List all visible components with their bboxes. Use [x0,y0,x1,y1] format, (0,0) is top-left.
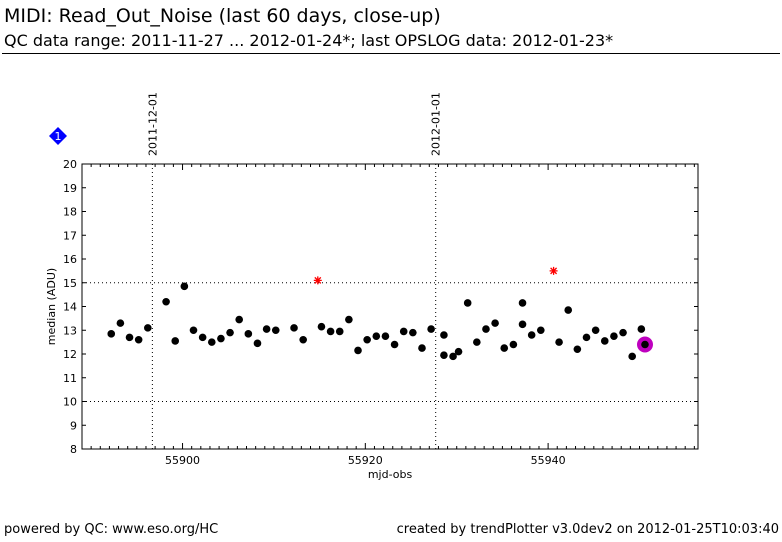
data-point [390,340,399,349]
data-point [619,328,627,337]
data-point [564,306,573,314]
y-tick-label: 16 [63,253,77,266]
y-tick-label: 12 [63,348,77,361]
y-tick-label: 9 [70,419,77,432]
badge-diamond [49,127,67,145]
data-point [409,328,417,337]
data-point [262,325,271,333]
data-point [198,333,207,342]
data-point [107,330,116,338]
data-point [582,333,591,342]
y-axis-label: median (ADU) [45,268,58,345]
data-point [171,337,180,345]
data-point [573,345,582,354]
y-tick-label: 14 [63,301,77,314]
data-point [527,331,536,339]
data-point [162,297,170,306]
page-subtitle: QC data range: 2011-11-27 ... 2012-01-24… [4,31,614,50]
data-point [518,320,527,329]
data-point [440,331,448,339]
data-point [509,340,518,349]
date-marker-label: 2012-01-01 [430,92,443,156]
data-point [491,319,499,327]
outlier-point [549,266,558,275]
data-point [363,335,371,344]
header-divider [2,53,780,54]
data-point [449,352,457,361]
y-tick-label: 11 [63,372,77,385]
outlier-point [313,276,322,285]
data-point [418,344,426,352]
data-point [116,319,125,327]
footer-generator: created by trendPlotter v3.0dev2 on 2012… [396,522,779,537]
data-point [217,334,225,343]
date-marker-label: 2011-12-01 [146,92,159,156]
data-point [317,322,326,331]
badge-icon[interactable]: 1 [49,127,67,145]
data-point [473,338,481,346]
x-tick-label: 55920 [348,454,383,467]
data-point [610,332,618,340]
plot-area: 2011-12-01 2012-01-01 8 9 10 11 12 13 14 15 16 17 18… [45,92,699,481]
data-point [290,324,298,332]
data-point [537,326,545,335]
x-axis-label: mjd-obs [368,468,413,481]
y-tick-label: 18 [63,206,77,219]
data-point [335,327,344,336]
data-point [518,299,527,307]
data-point [244,330,253,338]
x-tick-label: 55900 [165,454,200,467]
data-point [440,351,448,359]
data-point [454,347,463,356]
y-tick-label: 10 [63,396,77,409]
data-point [134,335,143,344]
x-tick-label: 55940 [531,454,566,467]
data-point [381,332,390,340]
y-tick-label: 13 [63,324,77,337]
data-point [345,315,353,324]
data-point [226,328,234,337]
data-point [235,315,243,324]
data-point [600,337,609,345]
y-tick-label: 17 [63,229,77,242]
plot-frame [81,163,699,450]
data-point [125,333,134,342]
data-point [482,325,490,333]
page-title: MIDI: Read_Out_Noise (last 60 days, clos… [4,5,441,27]
data-point [144,324,152,332]
data-point [637,325,646,333]
data-point [591,326,600,335]
data-point [299,335,307,344]
data-point [180,282,189,291]
y-tick-label: 8 [70,443,77,456]
y-tick-label: 19 [63,182,77,195]
data-point [326,327,335,336]
data-point [555,338,563,346]
data-point [189,326,198,335]
data-point [463,299,472,307]
data-point [271,326,280,335]
data-point [628,352,636,361]
data-point [354,346,362,355]
data-point [207,338,216,346]
footer-credit: powered by QC: www.eso.org/HC [4,522,219,537]
y-tick-label: 20 [63,158,77,171]
data-point [427,325,435,333]
data-point [641,340,649,349]
data-point [253,339,262,348]
data-point [500,344,509,352]
data-point [372,332,381,340]
badge-label: 1 [55,130,62,143]
data-point [399,327,408,336]
y-tick-label: 15 [63,277,77,290]
